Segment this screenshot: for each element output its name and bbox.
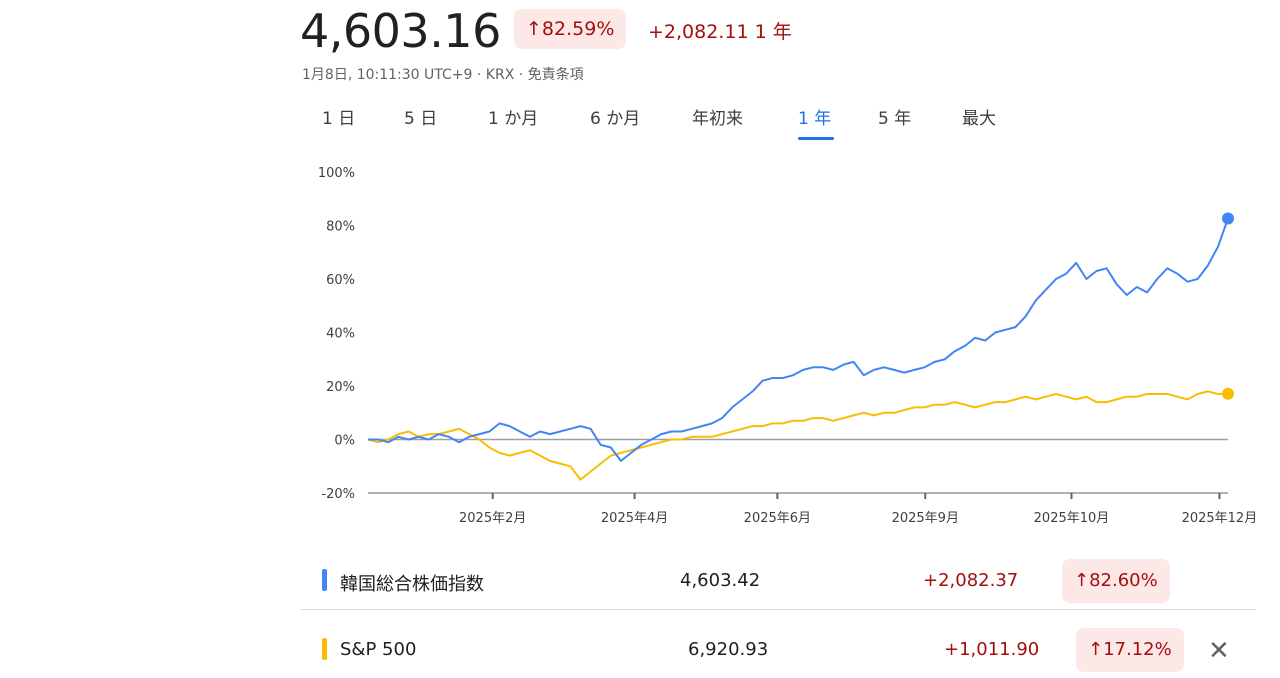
series-value: 6,920.93 <box>688 639 769 660</box>
percent-change-badge: ↑82.59% <box>514 9 627 49</box>
x-tick-label: 2025年2月 <box>459 511 526 526</box>
legend-row-kospi[interactable]: 韓国総合株価指数 4,603.42 +2,082.37 ↑82.60% <box>300 553 1256 610</box>
tab-6-month[interactable]: 6 か月 <box>590 109 641 129</box>
timestamp-meta: 1月8日, 10:11:30 UTC+9 · KRX · 免責条項 <box>302 67 584 83</box>
absolute-change: +2,082.11 1 年 <box>648 21 792 43</box>
tab-5-year[interactable]: 5 年 <box>878 109 912 129</box>
y-axis: 100% 80% 60% 40% 20% 0% -20% <box>318 166 355 502</box>
y-tick-label: 60% <box>326 273 355 288</box>
y-tick-label: 0% <box>334 434 355 449</box>
x-tick-label: 2025年6月 <box>744 511 811 526</box>
remove-comparison-close-icon[interactable]: ✕ <box>1208 636 1230 666</box>
series-percent-badge: ↑82.60% <box>1062 559 1170 603</box>
current-price: 4,603.16 <box>300 4 501 58</box>
tab-1-year[interactable]: 1 年 <box>798 100 834 140</box>
series-color-swatch <box>322 569 327 591</box>
x-tick-label: 2025年12月 <box>1182 511 1258 526</box>
tab-max[interactable]: 最大 <box>962 109 996 129</box>
series-end-marker <box>1222 387 1234 400</box>
legend-row-sp500[interactable]: S&P 500 6,920.93 +1,011.90 ↑17.12% ✕ <box>300 622 1256 678</box>
x-tick-label: 2025年4月 <box>601 511 668 526</box>
y-tick-label: 80% <box>326 220 355 235</box>
series-value: 4,603.42 <box>680 570 761 591</box>
tab-1-month[interactable]: 1 か月 <box>488 109 539 129</box>
series-line <box>367 390 1229 481</box>
x-axis: 2025年2月 2025年4月 2025年6月 2025年9月 2025年10月 2025… <box>459 493 1257 526</box>
series-layer <box>367 212 1234 481</box>
x-tick-label: 2025年10月 <box>1034 511 1110 526</box>
y-tick-label: -20% <box>321 487 355 502</box>
y-tick-label: 20% <box>326 380 355 395</box>
series-change: +2,082.37 <box>923 570 1019 591</box>
y-tick-label: 100% <box>318 166 355 181</box>
series-line <box>368 218 1229 462</box>
tab-ytd[interactable]: 年初来 <box>692 109 743 129</box>
series-color-swatch <box>322 638 327 660</box>
series-name: S&P 500 <box>340 639 417 660</box>
y-tick-label: 40% <box>326 327 355 342</box>
comparison-line-chart: 100%80%60%40%20%0%-20% 2025年2月 2025年4月 202… <box>318 166 1257 526</box>
tab-5-day[interactable]: 5 日 <box>404 109 438 129</box>
tab-1-day[interactable]: 1 日 <box>322 109 356 129</box>
x-tick-label: 2025年9月 <box>892 511 959 526</box>
range-tabs: 1 日 5 日 1 か月 6 か月 年初来 1 年 5 年 最大 <box>300 100 1002 140</box>
series-percent-badge: ↑17.12% <box>1076 628 1184 672</box>
series-name: 韓国総合株価指数 <box>340 574 484 595</box>
series-end-marker <box>1222 212 1234 225</box>
series-change: +1,011.90 <box>944 639 1040 660</box>
